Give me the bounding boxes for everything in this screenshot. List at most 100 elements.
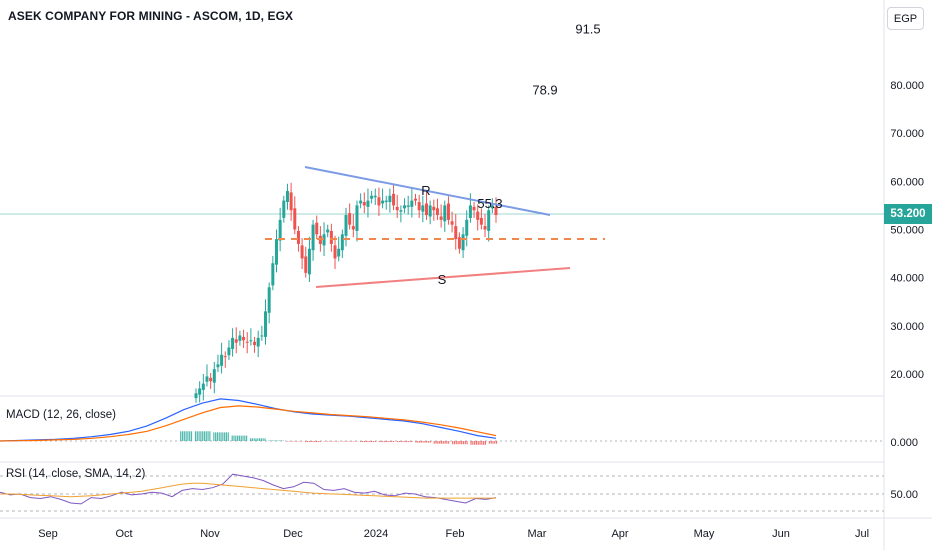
candle-body xyxy=(435,208,439,216)
macd-histogram-bar xyxy=(404,441,406,443)
macd-histogram-bar xyxy=(297,441,299,442)
candle-body xyxy=(446,203,450,220)
macd-label: MACD (12, 26, close) xyxy=(6,409,116,421)
candle-body xyxy=(381,200,385,204)
price-tick-label: 40.000 xyxy=(890,273,924,285)
candle-body xyxy=(289,192,293,211)
macd-histogram-bar xyxy=(246,435,248,441)
macd-histogram-bar xyxy=(251,438,253,441)
macd-histogram-bar xyxy=(332,441,334,442)
macd-histogram-bar xyxy=(216,432,219,441)
macd-histogram-bar xyxy=(347,441,349,442)
macd-histogram-bar xyxy=(225,432,228,441)
macd-histogram-bar xyxy=(474,441,476,445)
support-line[interactable] xyxy=(315,267,571,288)
macd-histogram-bar xyxy=(213,432,215,441)
macd-histogram-bar xyxy=(453,441,456,445)
macd-histogram-bar xyxy=(349,441,351,442)
candle-body xyxy=(454,226,458,240)
candle-body xyxy=(271,263,275,286)
candle-body xyxy=(242,336,246,341)
candle-body xyxy=(231,337,235,349)
currency-button[interactable]: EGP xyxy=(887,7,924,30)
candle-body xyxy=(388,195,392,203)
macd-histogram-bar xyxy=(369,441,371,443)
macd-histogram-bar xyxy=(374,441,376,443)
macd-histogram-bar xyxy=(207,431,209,441)
rsi-tick-label: 50.00 xyxy=(890,489,918,501)
price-tick-label: 50.000 xyxy=(890,225,924,237)
macd-histogram-bar xyxy=(356,441,358,442)
macd-histogram-bar xyxy=(439,441,441,444)
macd-histogram-bar xyxy=(290,441,292,442)
candle-body xyxy=(414,198,418,201)
macd-histogram-bar xyxy=(341,441,344,442)
candle-body xyxy=(439,216,443,220)
chart-annotations: 91.5 78.9 55.3 R S xyxy=(421,22,600,287)
last-price-badge: 53.200 xyxy=(884,204,932,224)
macd-histogram-bar xyxy=(319,441,321,443)
price-tick-label: 70.000 xyxy=(890,128,924,140)
candle-body xyxy=(282,200,286,218)
price-tick-label: 80.000 xyxy=(890,80,924,92)
time-tick-label: Nov xyxy=(200,528,220,540)
macd-histogram-bar xyxy=(308,441,310,443)
macd-histogram-bar xyxy=(315,441,318,443)
macd-histogram-bar xyxy=(325,441,327,442)
macd-histogram-bar xyxy=(459,441,461,445)
macd-histogram-bar xyxy=(224,432,226,441)
candle-body xyxy=(293,208,297,230)
candle-body xyxy=(370,195,374,199)
macd-histogram-bar xyxy=(190,431,193,441)
macd-histogram-bar xyxy=(365,441,367,443)
macd-histogram-bar xyxy=(470,441,472,445)
macd-histogram-bar xyxy=(194,431,197,441)
macd-histogram-bar xyxy=(312,441,314,443)
candle-body xyxy=(355,205,359,231)
candle-body xyxy=(457,237,461,249)
macd-histogram-bar xyxy=(488,441,490,444)
macd-histogram-bar xyxy=(448,441,450,444)
macd-histogram-bar xyxy=(305,441,307,443)
candle-body xyxy=(315,222,319,235)
macd-histogram-bar xyxy=(385,441,387,443)
macd-histogram-bar xyxy=(402,441,404,443)
macd-histogram-bar xyxy=(444,441,446,444)
macd-histogram-bar xyxy=(435,441,437,444)
candle-body xyxy=(377,197,381,206)
rsi-line xyxy=(0,473,497,505)
macd-histogram-bar xyxy=(422,441,424,443)
rsi-label: RSI (14, close, SMA, 14, 2) xyxy=(6,468,146,480)
candle-body xyxy=(285,190,289,203)
candle-body xyxy=(238,335,242,341)
annotation-label: 55.3 xyxy=(477,196,502,211)
macd-histogram-bar xyxy=(249,438,252,441)
time-tick-label: Dec xyxy=(283,528,303,540)
macd-histogram-bar xyxy=(293,441,296,442)
macd-histogram-bar xyxy=(429,441,431,443)
macd-histogram-bar xyxy=(286,441,288,442)
candle-body xyxy=(340,234,344,251)
macd-histogram-bar xyxy=(382,441,384,443)
macd-histogram-bar xyxy=(457,441,459,445)
macd-histogram-bar xyxy=(479,441,481,445)
macd-histogram-bar xyxy=(200,431,202,441)
candle-body xyxy=(366,200,370,207)
macd-histogram xyxy=(180,431,498,445)
macd-histogram-bar xyxy=(238,435,241,441)
macd-histogram-bar xyxy=(306,441,309,443)
price-tick-label: 30.000 xyxy=(890,321,924,333)
resistance-line[interactable] xyxy=(304,166,551,216)
candle-body xyxy=(234,339,238,343)
macd-histogram-bar xyxy=(280,440,283,441)
candle-body xyxy=(256,337,260,347)
candle-body xyxy=(245,341,249,343)
macd-histogram-bar xyxy=(380,441,382,443)
macd-histogram-bar xyxy=(253,438,255,441)
macd-histogram-bar xyxy=(270,440,272,441)
candle-body xyxy=(348,213,352,225)
macd-histogram-bar xyxy=(260,438,262,441)
candle-body xyxy=(201,383,205,390)
time-tick-label: Mar xyxy=(528,528,547,540)
